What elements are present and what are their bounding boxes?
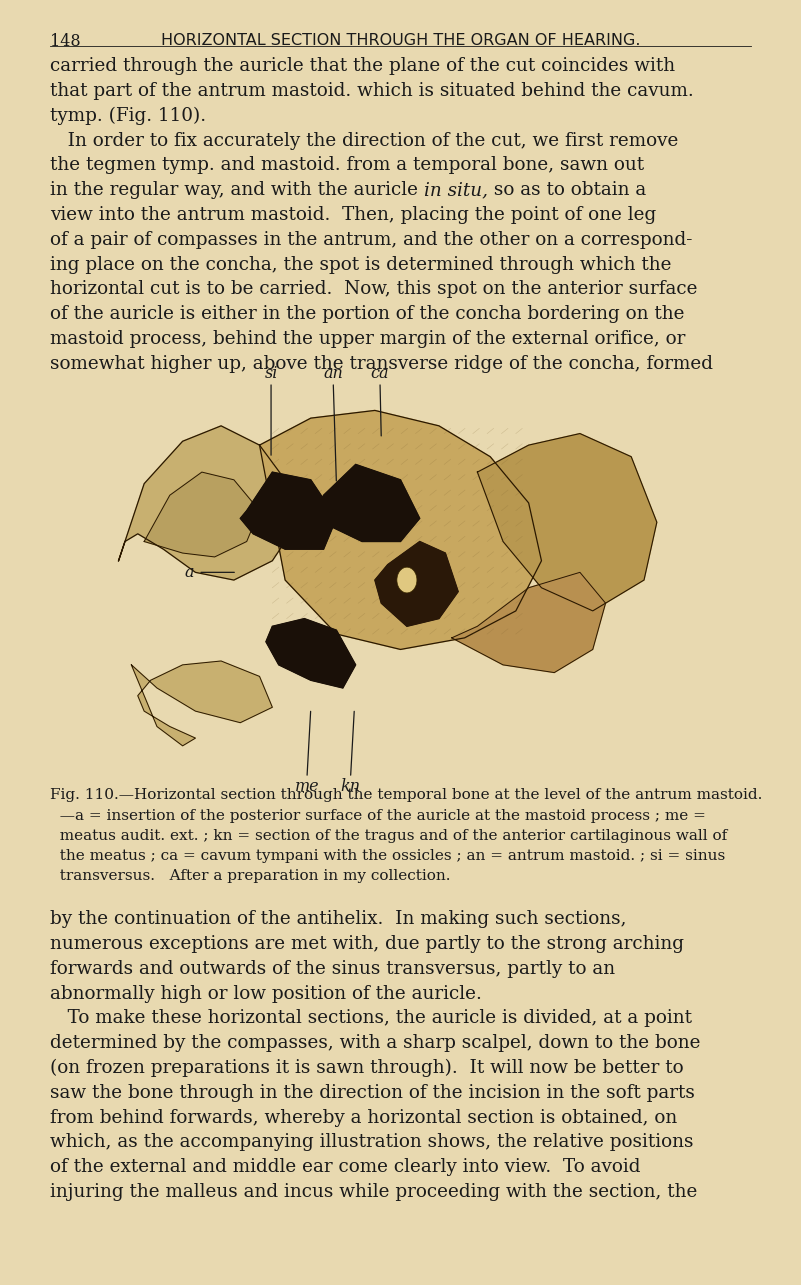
Text: (on frozen preparations it is sawn through).  It will now be better to: (on frozen preparations it is sawn throu… [50,1059,683,1077]
Text: horizontal cut is to be carried.  Now, this spot on the anterior surface: horizontal cut is to be carried. Now, th… [50,280,697,298]
Polygon shape [317,464,420,541]
Text: kn: kn [340,777,360,795]
Text: a: a [185,564,194,581]
Text: —a = insertion of the posterior surface of the auricle at the mastoid process ; : —a = insertion of the posterior surface … [50,808,706,822]
Text: the tegmen tymp. and mastoid. from a temporal bone, sawn out: the tegmen tymp. and mastoid. from a tem… [50,157,644,175]
Text: an: an [324,365,343,382]
Polygon shape [375,541,458,626]
Text: in the regular way, and with the auricle: in the regular way, and with the auricle [50,181,424,199]
Text: abnormally high or low position of the auricle.: abnormally high or low position of the a… [50,984,481,1002]
Text: in situ,: in situ, [424,181,488,199]
Text: that part of the antrum mastoid. which is situated behind the cavum.: that part of the antrum mastoid. which i… [50,82,694,100]
Text: the meatus ; ca = cavum tympani with the ossicles ; an = antrum mastoid. ; si = : the meatus ; ca = cavum tympani with the… [50,849,725,864]
Text: To make these horizontal sections, the auricle is divided, at a point: To make these horizontal sections, the a… [50,1010,691,1028]
Text: In order to fix accurately the direction of the cut, we first remove: In order to fix accurately the direction… [50,131,678,149]
Text: ing place on the concha, the spot is determined through which the: ing place on the concha, the spot is det… [50,256,671,274]
Text: me: me [295,777,320,795]
Text: determined by the compasses, with a sharp scalpel, down to the bone: determined by the compasses, with a shar… [50,1034,700,1052]
Text: of the external and middle ear come clearly into view.  To avoid: of the external and middle ear come clea… [50,1158,640,1176]
Polygon shape [452,572,606,672]
Text: of the auricle is either in the portion of the concha bordering on the: of the auricle is either in the portion … [50,305,684,324]
Text: forwards and outwards of the sinus transversus, partly to an: forwards and outwards of the sinus trans… [50,960,615,978]
Polygon shape [144,472,260,556]
Text: ca: ca [371,365,389,382]
Text: 148: 148 [50,33,80,50]
Polygon shape [240,472,336,549]
Text: which, as the accompanying illustration shows, the relative positions: which, as the accompanying illustration … [50,1133,693,1151]
Polygon shape [477,433,657,610]
Text: si: si [264,365,278,382]
Text: of a pair of compasses in the antrum, and the other on a correspond-: of a pair of compasses in the antrum, an… [50,231,692,249]
Polygon shape [266,618,356,687]
Polygon shape [131,660,272,745]
Text: so as to obtain a: so as to obtain a [488,181,646,199]
Text: Fig. 110.—Horizontal section through the temporal bone at the level of the antru: Fig. 110.—Horizontal section through the… [50,788,762,802]
Text: carried through the auricle that the plane of the cut coincides with: carried through the auricle that the pla… [50,57,674,76]
Text: HORIZONTAL SECTION THROUGH THE ORGAN OF HEARING.: HORIZONTAL SECTION THROUGH THE ORGAN OF … [161,33,640,49]
Polygon shape [119,425,298,580]
Text: tymp. (Fig. 110).: tymp. (Fig. 110). [50,107,206,125]
Text: injuring the malleus and incus while proceeding with the section, the: injuring the malleus and incus while pro… [50,1183,697,1201]
Polygon shape [260,410,541,649]
Ellipse shape [397,567,417,592]
Text: transversus.   After a preparation in my collection.: transversus. After a preparation in my c… [50,870,450,883]
Text: saw the bone through in the direction of the incision in the soft parts: saw the bone through in the direction of… [50,1083,694,1103]
Text: by the continuation of the antihelix.  In making such sections,: by the continuation of the antihelix. In… [50,910,626,928]
Text: view into the antrum mastoid.  Then, placing the point of one leg: view into the antrum mastoid. Then, plac… [50,206,656,224]
Text: mastoid process, behind the upper margin of the external orifice, or: mastoid process, behind the upper margin… [50,330,685,348]
Text: numerous exceptions are met with, due partly to the strong arching: numerous exceptions are met with, due pa… [50,935,684,953]
Text: from behind forwards, whereby a horizontal section is obtained, on: from behind forwards, whereby a horizont… [50,1109,677,1127]
Text: meatus audit. ext. ; kn = section of the tragus and of the anterior cartilaginou: meatus audit. ext. ; kn = section of the… [50,829,727,843]
Text: somewhat higher up, above the transverse ridge of the concha, formed: somewhat higher up, above the transverse… [50,355,713,373]
Bar [80,387,721,772]
